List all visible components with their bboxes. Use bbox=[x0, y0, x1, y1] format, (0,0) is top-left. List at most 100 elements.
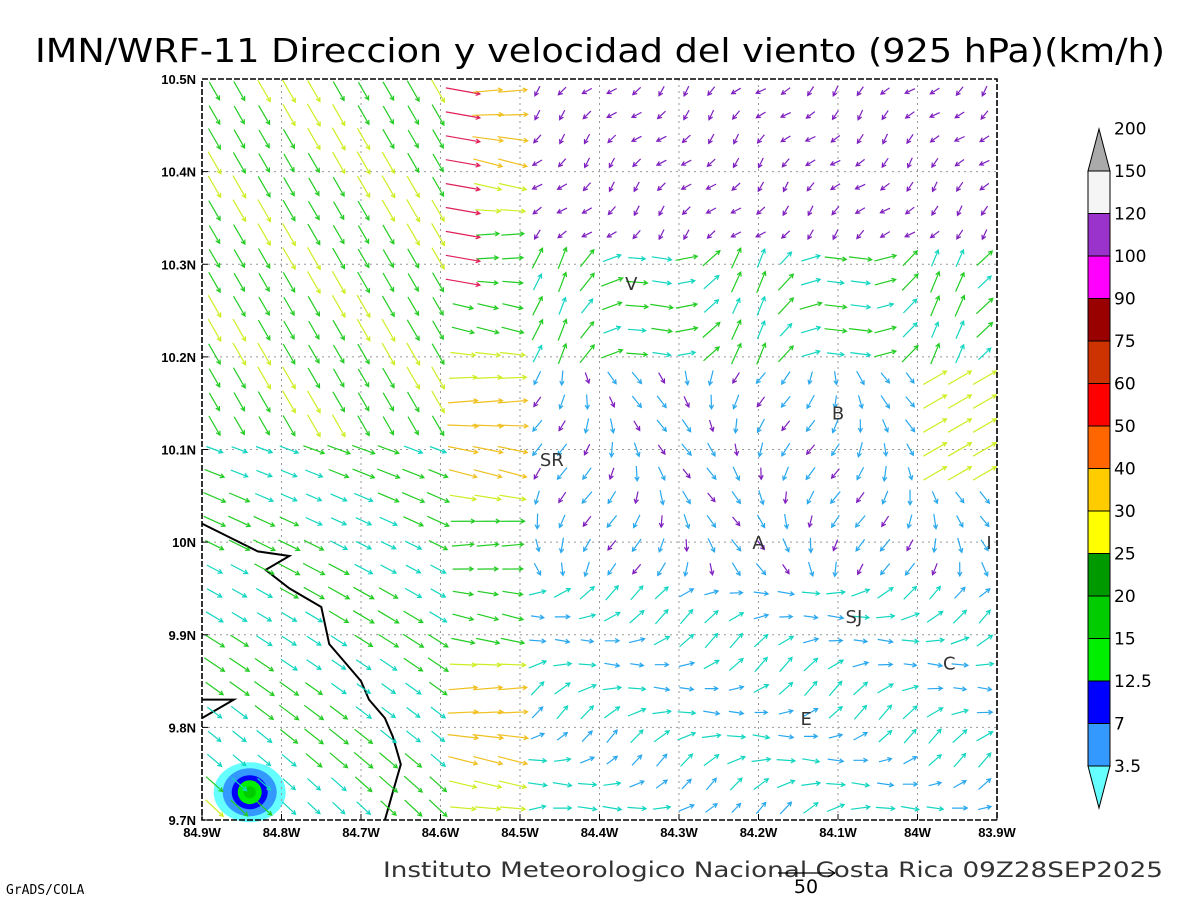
wind-vector bbox=[727, 755, 747, 765]
wind-vector bbox=[783, 513, 790, 530]
wind-vector bbox=[430, 564, 447, 574]
wind-vector bbox=[904, 206, 915, 215]
wind-vector bbox=[782, 466, 789, 482]
wind-vector bbox=[307, 296, 321, 317]
wind-vector bbox=[208, 392, 221, 412]
wind-vector bbox=[907, 467, 914, 481]
wind-vector bbox=[856, 133, 864, 145]
wind-vector bbox=[407, 129, 419, 149]
wind-vector bbox=[498, 685, 529, 691]
wind-vector bbox=[254, 563, 275, 575]
wind-vector bbox=[778, 635, 795, 646]
colorbar-label: 7 bbox=[1114, 715, 1125, 735]
wind-vector bbox=[882, 133, 889, 145]
wind-vector bbox=[905, 419, 916, 433]
wind-vector bbox=[753, 684, 770, 694]
wind-vector bbox=[303, 704, 325, 721]
wind-vector bbox=[657, 466, 666, 482]
wind-vector bbox=[532, 295, 543, 316]
wind-vector bbox=[377, 445, 400, 455]
wind-vector bbox=[730, 207, 742, 214]
wind-vector bbox=[805, 467, 816, 481]
wind-vector bbox=[902, 705, 918, 720]
wind-vector bbox=[532, 419, 543, 432]
wind-vector bbox=[203, 492, 227, 503]
wind-vector bbox=[854, 207, 866, 214]
wind-vector bbox=[880, 372, 891, 384]
x-tick-label: 84.5W bbox=[501, 825, 539, 840]
wind-vector bbox=[559, 370, 565, 387]
wind-vector bbox=[853, 757, 869, 763]
wind-vector bbox=[677, 350, 697, 357]
wind-vector bbox=[477, 566, 500, 572]
wind-vector bbox=[254, 658, 275, 672]
wind-vector bbox=[401, 492, 426, 504]
wind-vector bbox=[498, 469, 528, 479]
wind-vector bbox=[804, 680, 818, 696]
wind-vector bbox=[874, 349, 898, 358]
wind-vector bbox=[257, 80, 271, 103]
wind-vector bbox=[354, 728, 374, 745]
wind-vector bbox=[604, 637, 621, 644]
wind-vector bbox=[281, 611, 298, 622]
wind-vector bbox=[630, 584, 644, 601]
wind-vector bbox=[730, 231, 742, 238]
wind-vector bbox=[731, 319, 742, 341]
wind-vector bbox=[925, 637, 946, 643]
wind-vector bbox=[753, 613, 770, 620]
wind-vector bbox=[829, 183, 841, 191]
x-tick-label: 84.9W bbox=[183, 825, 221, 840]
wind-vector bbox=[257, 366, 272, 390]
wind-vector bbox=[679, 686, 695, 692]
wind-vector bbox=[955, 248, 965, 267]
wind-vector bbox=[253, 515, 276, 527]
wind-vector bbox=[756, 206, 766, 215]
wind-vector bbox=[681, 443, 692, 457]
wind-vector bbox=[207, 730, 222, 743]
wind-vector bbox=[283, 320, 295, 340]
wind-vector bbox=[905, 396, 916, 408]
wind-vector bbox=[557, 246, 568, 270]
colorbar-label: 15 bbox=[1114, 630, 1136, 650]
wind-vector bbox=[857, 419, 864, 434]
wind-vector bbox=[258, 416, 270, 436]
wind-vector bbox=[628, 255, 647, 262]
wind-vector bbox=[655, 779, 669, 789]
wind-vector bbox=[954, 586, 966, 599]
wind-vector bbox=[528, 660, 548, 669]
wind-vector bbox=[731, 247, 742, 269]
wind-vector bbox=[702, 321, 721, 338]
wind-vector bbox=[631, 754, 643, 766]
wind-vector bbox=[356, 151, 371, 175]
colorbar-label: 20 bbox=[1114, 587, 1136, 607]
wind-vector bbox=[497, 756, 529, 766]
wind-vector bbox=[449, 780, 478, 790]
wind-vector bbox=[654, 661, 670, 668]
wind-vector bbox=[830, 468, 840, 480]
wind-vector bbox=[853, 732, 869, 741]
wind-vector bbox=[380, 564, 398, 574]
colorbar-segment bbox=[1087, 170, 1111, 214]
wind-vector bbox=[922, 418, 948, 433]
wind-vector bbox=[683, 229, 690, 241]
wind-vector bbox=[331, 414, 346, 438]
wind-vector bbox=[632, 514, 641, 529]
wind-vector bbox=[498, 87, 529, 93]
wind-vector bbox=[832, 539, 839, 552]
wind-vector bbox=[728, 710, 745, 716]
wind-vector bbox=[333, 201, 345, 221]
wind-vector bbox=[379, 658, 398, 671]
wind-vector bbox=[729, 590, 744, 596]
wind-vector bbox=[406, 366, 421, 390]
wind-vector bbox=[497, 398, 529, 404]
wind-vector bbox=[975, 661, 995, 667]
wind-vector bbox=[801, 254, 822, 262]
wind-vector bbox=[579, 585, 596, 600]
place-label: V bbox=[625, 274, 638, 295]
wind-vector bbox=[801, 780, 822, 787]
wind-vector bbox=[535, 538, 541, 553]
x-tick-label: 83.9W bbox=[978, 825, 1016, 840]
wind-vector bbox=[472, 445, 504, 455]
wind-vector bbox=[472, 136, 505, 143]
wind-vector bbox=[703, 710, 721, 716]
